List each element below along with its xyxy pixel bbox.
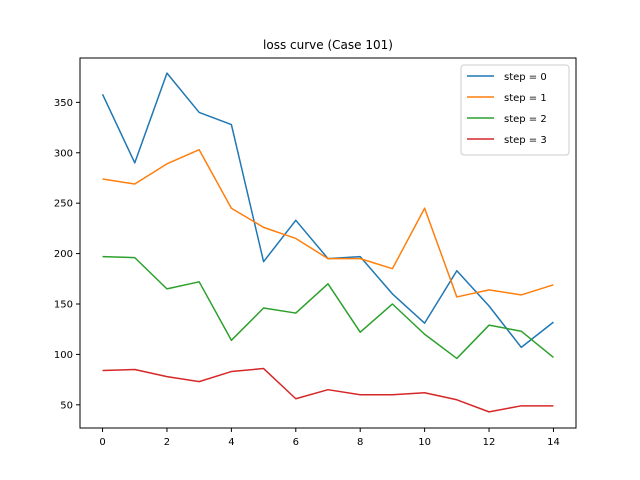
y-tick-label-5: 300 <box>54 148 73 159</box>
legend-label-0: step = 0 <box>504 72 547 83</box>
x-tick-label-5: 10 <box>418 437 431 448</box>
legend: step = 0 step = 1 step = 2 step = 3 <box>460 64 570 156</box>
x-tick-label-1: 2 <box>164 437 170 448</box>
x-tick-label-4: 8 <box>357 437 363 448</box>
x-tick-label-7: 14 <box>547 437 560 448</box>
plot-frame <box>79 57 577 429</box>
series-line-2 <box>102 255 554 360</box>
y-tick-label-0: 50 <box>60 400 73 411</box>
x-axis: 0 2 4 6 8 10 12 14 <box>99 428 560 448</box>
legend-label-3: step = 3 <box>504 135 547 146</box>
x-tick-label-0: 0 <box>99 437 105 448</box>
x-tick-label-3: 6 <box>293 437 299 448</box>
legend-label-2: step = 2 <box>504 114 547 125</box>
series-layer <box>101 72 554 413</box>
series-line-1 <box>102 148 554 298</box>
y-tick-label-2: 150 <box>54 299 73 310</box>
y-axis: 50 100 150 200 250 300 350 <box>54 98 80 411</box>
legend-label-1: step = 1 <box>504 93 547 104</box>
y-tick-label-4: 250 <box>54 199 73 210</box>
legend-box <box>460 64 570 156</box>
y-tick-label-3: 200 <box>54 249 73 260</box>
y-tick-label-6: 350 <box>54 98 73 109</box>
chart-title: loss curve (Case 101) <box>263 38 393 52</box>
y-tick-label-1: 100 <box>54 350 73 361</box>
series-line-3 <box>102 367 554 413</box>
x-tick-label-2: 4 <box>228 437 234 448</box>
x-tick-label-6: 12 <box>483 437 496 448</box>
